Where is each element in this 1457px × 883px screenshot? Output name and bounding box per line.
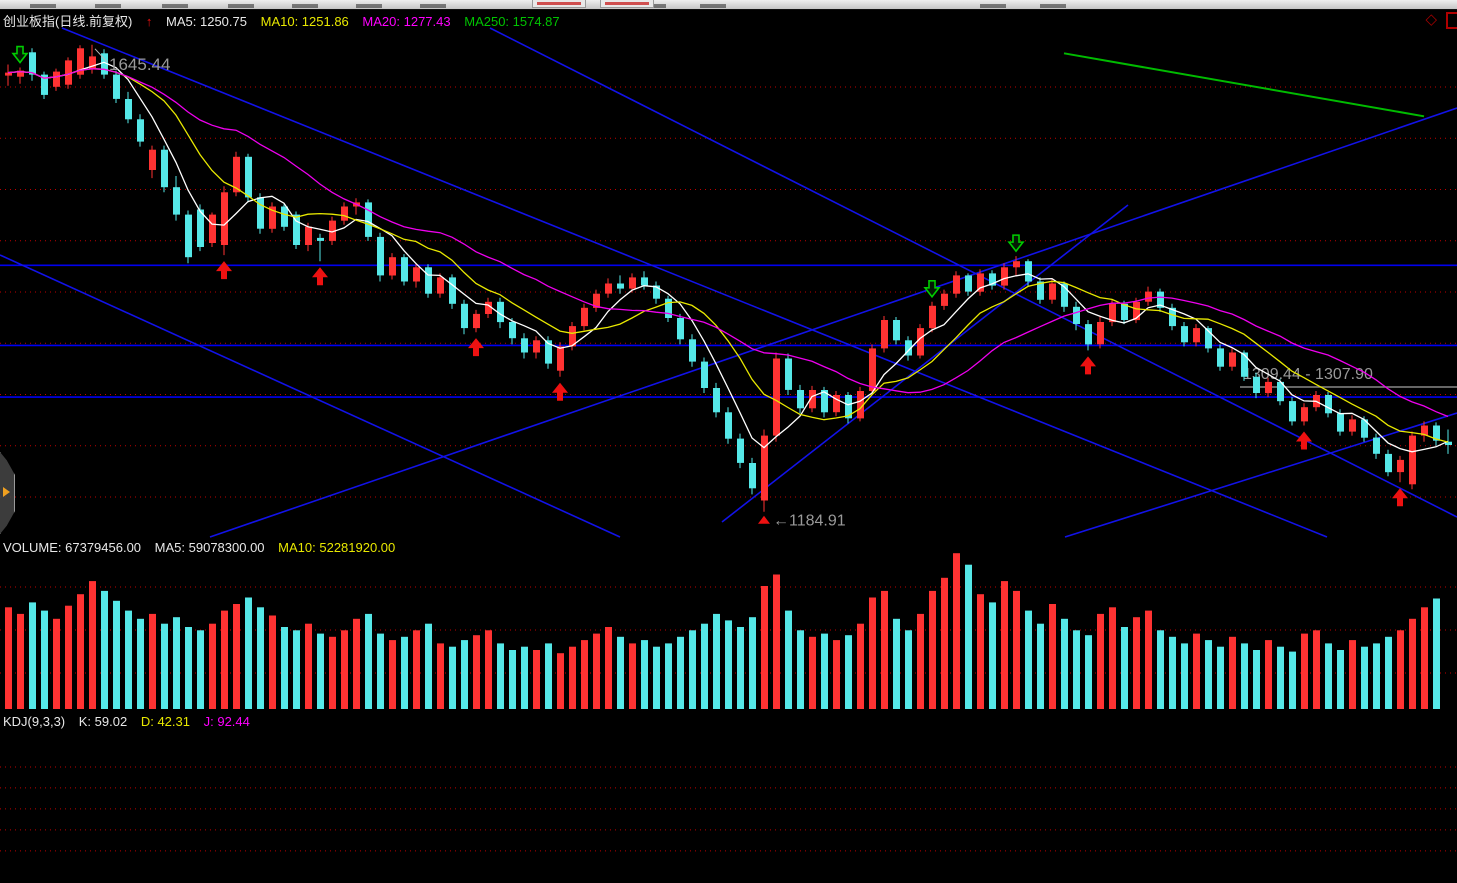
volume-header: VOLUME: 67379456.00 MA5: 59078300.00 MA1… (3, 540, 405, 555)
menu-item-stub[interactable] (980, 4, 1006, 8)
menu-item-stub[interactable] (356, 4, 382, 8)
ma250-line (1063, 52, 1425, 118)
svg-text:←1184.91: ←1184.91 (773, 513, 846, 530)
ma10-value: MA10: 1251.86 (260, 14, 349, 29)
kdj-j-value: J: 92.44 (203, 714, 250, 729)
ma-lines (7, 61, 1449, 453)
trend-up-icon: ↑ (145, 14, 153, 29)
symbol-name[interactable]: 创业板指(日线.前复权) (3, 14, 133, 29)
menu-bar[interactable] (0, 0, 1457, 10)
volume-ma10-value: MA10: 52281920.00 (278, 540, 396, 555)
kdj-header: KDJ(9,3,3) K: 59.02 D: 42.31 J: 92.44 (3, 714, 260, 729)
kdj-name: KDJ(9,3,3) (3, 714, 66, 729)
menu-item-stub[interactable] (1040, 4, 1066, 8)
annotations: 1645.44 ←1184.91 (94, 48, 846, 530)
menu-item-stub[interactable] (228, 4, 254, 8)
candles (5, 44, 1452, 512)
menu-item-stub[interactable] (30, 4, 56, 8)
signal-arrows (11, 45, 1408, 507)
expand-arrow-icon (3, 487, 10, 497)
menu-quote-box[interactable] (600, 0, 654, 8)
gridlines (0, 86, 1457, 852)
volume-value: VOLUME: 67379456.00 (3, 540, 142, 555)
diamond-icon[interactable]: ◇ (1425, 11, 1437, 28)
menu-item-stub[interactable] (292, 4, 318, 8)
chart-title-bar: 创业板指(日线.前复权) ↑ MA5: 1250.75 MA10: 1251.8… (3, 11, 570, 30)
ma20-value: MA20: 1277.43 (362, 14, 451, 29)
menu-item-stub[interactable] (700, 4, 726, 8)
corner-button-partial[interactable] (1446, 12, 1457, 29)
menu-quote-box[interactable] (532, 0, 586, 8)
menu-item-stub[interactable] (95, 4, 121, 8)
svg-text:1645.44: 1645.44 (109, 55, 170, 74)
menu-item-stub[interactable] (162, 4, 188, 8)
ma5-value: MA5: 1250.75 (166, 14, 247, 29)
menu-item-stub[interactable] (420, 4, 446, 8)
volume-bars (5, 553, 1440, 709)
kdj-k-value: K: 59.02 (78, 714, 128, 729)
volume-ma5-value: MA5: 59078300.00 (154, 540, 265, 555)
trendlines (0, 27, 1457, 538)
kdj-d-value: D: 42.31 (140, 714, 190, 729)
ma250-value: MA250: 1574.87 (464, 14, 560, 29)
